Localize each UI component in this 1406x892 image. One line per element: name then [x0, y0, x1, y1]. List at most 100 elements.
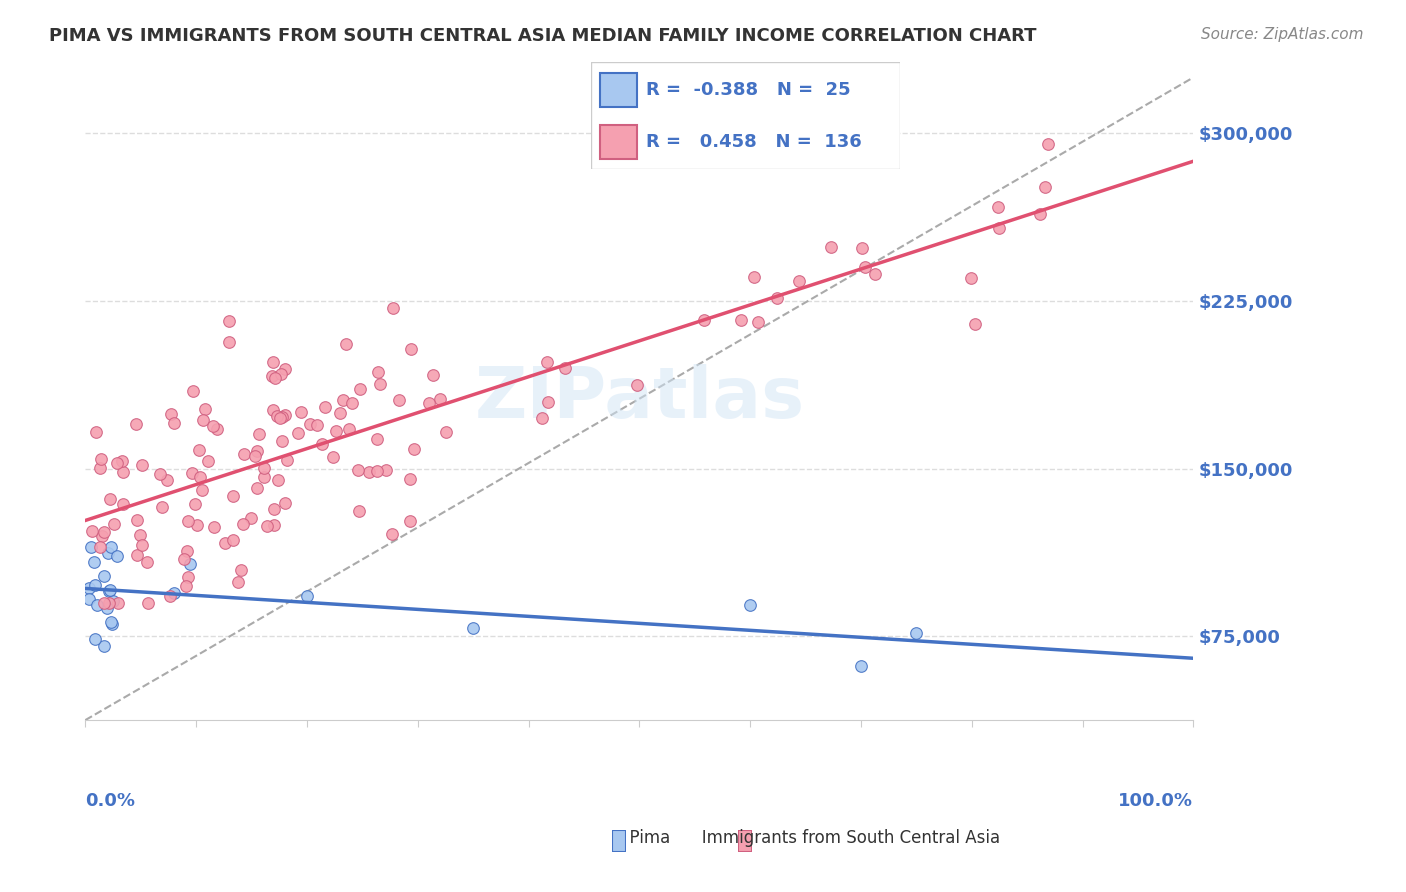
Point	[135, 555, 157, 569]
Point	[188, 470, 211, 484]
Point	[271, 434, 294, 448]
Point	[149, 467, 172, 482]
FancyBboxPatch shape	[600, 125, 637, 159]
Point	[229, 563, 252, 577]
Point	[136, 596, 159, 610]
Point	[111, 465, 134, 479]
Point	[263, 501, 285, 516]
Point	[191, 483, 214, 497]
Point	[152, 500, 174, 515]
Point	[537, 395, 560, 409]
Point	[461, 621, 484, 635]
FancyBboxPatch shape	[612, 830, 626, 852]
Text: 100.0%: 100.0%	[1118, 791, 1194, 810]
Point	[381, 527, 404, 541]
Point	[366, 464, 388, 478]
Point	[298, 417, 321, 432]
Point	[266, 409, 288, 423]
Point	[125, 417, 148, 431]
Point	[193, 413, 215, 427]
Point	[366, 432, 388, 446]
Point	[1036, 137, 1059, 152]
Point	[349, 382, 371, 396]
Point	[163, 416, 186, 430]
Point	[287, 425, 309, 440]
Point	[905, 625, 928, 640]
Point	[176, 514, 198, 528]
Point	[84, 425, 107, 439]
Point	[83, 578, 105, 592]
Point	[247, 426, 270, 441]
Point	[340, 396, 363, 410]
Point	[129, 528, 152, 542]
Point	[186, 518, 208, 533]
Point	[1033, 179, 1056, 194]
Point	[787, 274, 810, 288]
Point	[240, 511, 263, 525]
Point	[626, 377, 648, 392]
Point	[260, 369, 283, 384]
Point	[274, 361, 297, 376]
Point	[243, 450, 266, 464]
Point	[322, 450, 344, 465]
Point	[89, 540, 111, 554]
Point	[253, 461, 276, 475]
Point	[434, 425, 457, 440]
Text: Pima      Immigrants from South Central Asia: Pima Immigrants from South Central Asia	[619, 830, 1000, 847]
Point	[367, 365, 389, 379]
Point	[84, 632, 107, 646]
Point	[295, 590, 318, 604]
FancyBboxPatch shape	[591, 62, 900, 169]
Point	[399, 515, 422, 529]
Point	[98, 583, 121, 598]
Point	[382, 301, 405, 315]
Point	[77, 592, 100, 607]
Point	[96, 600, 118, 615]
Point	[290, 405, 312, 419]
Point	[93, 596, 115, 610]
Point	[93, 569, 115, 583]
Point	[863, 267, 886, 281]
Point	[263, 371, 285, 385]
Point	[226, 574, 249, 589]
Point	[347, 463, 370, 477]
Point	[429, 392, 451, 406]
Point	[131, 458, 153, 473]
Point	[325, 424, 347, 438]
Point	[93, 524, 115, 539]
Point	[335, 337, 357, 351]
Point	[112, 497, 135, 511]
Text: Source: ZipAtlas.com: Source: ZipAtlas.com	[1201, 27, 1364, 42]
Point	[253, 469, 276, 483]
Point	[422, 368, 444, 383]
Point	[232, 516, 254, 531]
Point	[202, 520, 225, 534]
Point	[125, 548, 148, 562]
Point	[82, 524, 104, 538]
Point	[176, 578, 198, 592]
Point	[159, 589, 181, 603]
Point	[89, 461, 111, 475]
Point	[107, 596, 129, 610]
Point	[77, 581, 100, 595]
Point	[314, 400, 336, 414]
Point	[536, 354, 558, 368]
Point	[83, 555, 105, 569]
Point	[103, 517, 125, 532]
Point	[105, 549, 128, 564]
Point	[347, 504, 370, 518]
Point	[987, 200, 1010, 214]
Point	[93, 639, 115, 653]
Point	[305, 417, 328, 432]
Point	[97, 596, 120, 610]
Point	[222, 489, 245, 503]
Point	[959, 271, 981, 285]
Point	[156, 473, 179, 487]
Point	[271, 409, 294, 424]
Point	[337, 422, 360, 436]
Point	[131, 537, 153, 551]
Text: R =   0.458   N =  136: R = 0.458 N = 136	[647, 133, 862, 151]
Text: 0.0%: 0.0%	[86, 791, 135, 810]
Point	[311, 437, 333, 451]
Point	[766, 291, 789, 305]
